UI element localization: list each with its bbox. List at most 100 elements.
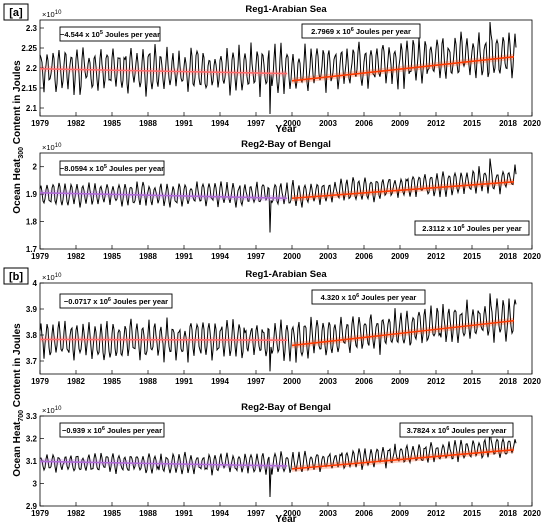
x-tick-label: 1982 [67,252,85,261]
axis-scale-factor: ×1010 [42,273,62,282]
annotation-text: −0.939 x 106 Joules per year [62,426,162,435]
x-tick-label: 1985 [103,119,121,128]
annotation-text: −8.0594 x 105 Joules per year [60,164,164,173]
x-tick-label: 2015 [463,377,481,386]
y-tick-label: 1.8 [26,218,38,227]
x-tick-label: 2000 [283,377,301,386]
x-tick-label: 1994 [211,377,229,386]
panel-label-a: [a] [3,3,29,21]
x-tick-label: 2009 [391,377,409,386]
x-tick-label: 2015 [463,252,481,261]
x-tick-label: 2006 [355,377,373,386]
annotation-box [59,26,161,42]
x-tick-label: 2000 [283,119,301,128]
x-axis-label: Year [275,514,296,525]
chart-panel-4: Reg2-Bay of Bengal ×1010 2.9 3 3.1 3.2 3.3 1979… [26,402,542,525]
x-tick-label: 2015 [463,119,481,128]
y-tick-label: 2.15 [21,84,37,93]
x-tick-label: 1988 [139,377,157,386]
x-tick-label: 2020 [523,252,541,261]
annotation-box [59,422,165,438]
annotation-text: 2.7969 x 106 Joules per year [311,27,411,36]
y-tick-label: 2.25 [21,44,37,53]
x-tick-label: 2006 [355,252,373,261]
x-tick-label: 2006 [355,119,373,128]
y-tick-label: 3.3 [26,412,38,421]
y-tick-label: 1.9 [26,190,38,199]
x-tick-label: 1991 [175,119,193,128]
x-tick-label: 1991 [175,509,193,518]
y-tick-label: 1.7 [26,245,38,254]
trend-line-1 [39,338,288,342]
x-tick-label: 2009 [391,509,409,518]
x-tick-label: 2020 [523,509,541,518]
chart-panel-1: Reg1-Arabian Sea ×1010 2.1 2.15 2.2 2.25 2.3 19… [21,4,541,135]
trend-annotation-1: −4.544 x 105 Joules per year [59,26,161,42]
x-tick-label: 1997 [247,252,265,261]
x-tick-label: 2012 [427,509,445,518]
y-axis-label-b: Ocean Heat700 Content in Joules [12,323,25,477]
data-series-line [39,158,517,233]
annotation-text: 2.3112 x 106 Joules per year [422,224,521,233]
x-tick-label: 2012 [427,252,445,261]
data-series-line [39,293,517,372]
x-tick-label: 1991 [175,252,193,261]
x-tick-label: 2018 [499,119,517,128]
y-tick-label: 2.3 [26,24,38,33]
trend-line-2 [291,56,515,82]
annotation-box [399,422,514,438]
chart-title: Reg1-Arabian Sea [245,4,327,15]
x-tick-label: 1994 [211,119,229,128]
y-tick-label: 2 [33,163,38,172]
x-tick-label: 2020 [523,119,541,128]
annotation-box [311,289,426,305]
x-tick-label: 2018 [499,377,517,386]
svg-text:[b]: [b] [9,271,23,283]
x-tick-label: 1985 [103,252,121,261]
trend-annotation-2: 4.320 x 106 Joules per year [311,289,426,305]
annotation-text: 3.7824 x 106 Joules per year [407,426,507,435]
x-tick-label: 1994 [211,509,229,518]
y-tick-label: 3.7 [26,357,38,366]
x-tick-label: 1979 [31,509,49,518]
axis-scale-factor: ×1010 [42,143,62,152]
axes-frame [39,152,533,250]
y-tick-label: 2.2 [26,64,38,73]
y-axis-label-a: Ocean Heat300 Content in Joules [12,60,25,214]
chart-panel-2: Reg2-Bay of Bengal ×1010 1.7 1.8 1.9 2 1979 198… [26,139,542,261]
axis-scale-factor: ×1010 [42,406,62,415]
x-tick-label: 2003 [319,119,337,128]
y-tick-label: 3.2 [26,435,38,444]
chart-title: Reg1-Arabian Sea [245,269,327,280]
y-tick-label: 4 [33,279,38,288]
x-tick-label: 2000 [283,252,301,261]
annotation-text: −4.544 x 105 Joules per year [60,30,160,39]
data-series-line [39,422,517,498]
x-tick-label: 2006 [355,509,373,518]
x-tick-label: 1985 [103,377,121,386]
x-tick-label: 1982 [67,119,85,128]
x-tick-label: 1982 [67,377,85,386]
trend-annotation-2: 3.7824 x 106 Joules per year [399,422,514,438]
chart-panel-3: Reg1-Arabian Sea ×1010 3.7 3.8 3.9 4 1979 1982 1… [26,269,542,386]
trend-annotation-1: −0.0717 x 106 Joules per year [59,293,173,309]
x-tick-label: 2018 [499,252,517,261]
x-tick-label: 2009 [391,119,409,128]
x-tick-label: 2003 [319,252,337,261]
x-tick-label: 1988 [139,119,157,128]
y-tick-label: 2.9 [26,502,38,511]
x-tick-label: 1988 [139,252,157,261]
y-tick-label: 3.9 [26,305,38,314]
chart-title: Reg2-Bay of Bengal [241,402,331,413]
x-tick-label: 1988 [139,509,157,518]
annotation-text: 4.320 x 106 Joules per year [321,293,417,302]
x-tick-label: 2020 [523,377,541,386]
x-tick-label: 1979 [31,252,49,261]
data-series-line [39,21,517,115]
x-axis-label: Year [275,124,296,135]
trend-annotation-1: −0.939 x 106 Joules per year [59,422,165,438]
x-tick-label: 2009 [391,252,409,261]
trend-line-2 [291,448,515,470]
x-tick-label: 2012 [427,377,445,386]
annotation-box [59,160,165,176]
